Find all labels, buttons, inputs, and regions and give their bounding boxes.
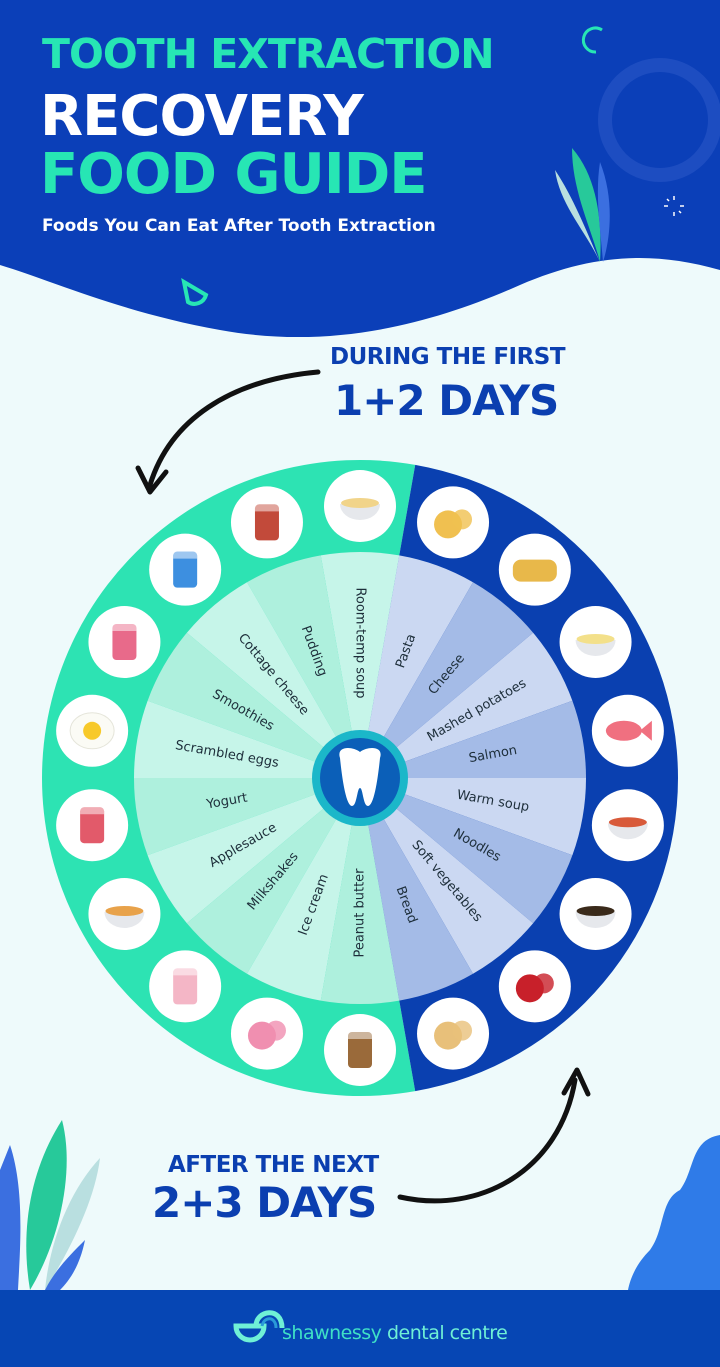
sector-shape	[247, 778, 360, 1001]
sector-shape	[360, 700, 586, 778]
food-label: Yogurt	[205, 790, 249, 812]
hot-soup-bowl-icon	[591, 789, 664, 862]
sector-shape	[134, 778, 360, 856]
sparkle-icon	[664, 196, 684, 216]
ice-cream-icon	[230, 997, 303, 1070]
mashed-potatoes-bowl-icon	[559, 606, 632, 678]
wheel-sector: Room-temp soup	[320, 552, 400, 778]
plant-leaves-bottom-left	[0, 1120, 100, 1290]
applesauce-bowl-icon	[88, 878, 161, 950]
cottage-cheese-tub-icon	[149, 533, 222, 606]
wheel-sector: Smoothies	[147, 632, 360, 778]
noodle-bowl-icon	[559, 878, 632, 950]
sector-shape	[186, 778, 360, 974]
sector-shape	[247, 555, 360, 778]
next-period-label: AFTER THE NEXT	[168, 1152, 379, 1178]
bush-bottom-right	[628, 1135, 720, 1290]
arrow-to-next	[397, 1077, 578, 1204]
title-line-3: FOOD GUIDE	[40, 142, 427, 207]
footer: shawnessy dental centre	[0, 1290, 720, 1367]
pasta-icon	[417, 486, 490, 559]
sector-shape	[360, 555, 473, 778]
peanut-butter-jar-icon	[324, 1014, 396, 1086]
plant-leaves-top	[555, 148, 610, 262]
wheel-sector: Cheese	[360, 582, 534, 778]
decor-arc-icon	[581, 26, 603, 54]
arrow-head-next	[561, 1067, 591, 1097]
brand-name-part1: shawnessy	[282, 1322, 382, 1344]
food-label: Peanut butter	[353, 868, 368, 958]
sector-shape	[147, 778, 360, 924]
decor-ring	[598, 58, 720, 182]
yogurt-pack-icon	[56, 789, 129, 862]
wheel-sector: Warm soup	[360, 778, 586, 856]
wheel-sector: Applesauce	[147, 778, 360, 924]
header-wave	[0, 0, 720, 338]
food-label: Room-temp soup	[353, 587, 368, 698]
first-period-days: 1+2 DAYS	[334, 376, 559, 425]
sector-shape	[360, 778, 473, 1001]
smoothie-cup-icon	[88, 606, 161, 678]
sector-shape	[186, 582, 360, 778]
brand-name: shawnessy dental centre	[282, 1322, 508, 1344]
wheel-sector: Pasta	[360, 555, 473, 778]
sector-shape	[320, 552, 400, 778]
wheel-sector: Peanut butter	[320, 778, 400, 1004]
sector-shape	[360, 632, 573, 778]
decor-drop-icon	[181, 277, 209, 306]
fish-icon	[591, 694, 664, 767]
tooth-icon	[312, 730, 408, 826]
wheel-sector: Ice cream	[247, 778, 360, 1001]
wheel-sector: Scrambled eggs	[134, 700, 360, 778]
milkshake-glass-icon	[149, 950, 222, 1023]
bread-icon	[417, 997, 490, 1070]
brand-name-part2: dental centre	[381, 1322, 508, 1344]
title-line-1: TOOTH EXTRACTION	[42, 30, 495, 78]
first-period-label: DURING THE FIRST	[330, 344, 566, 370]
next-period-days: 2+3 DAYS	[152, 1178, 377, 1227]
sector-shape	[360, 582, 534, 778]
subtitle: Foods You Can Eat After Tooth Extraction	[42, 216, 436, 236]
pudding-cup-icon	[230, 486, 303, 559]
sector-shape	[320, 778, 400, 1004]
cheese-wheel-icon	[498, 533, 571, 606]
egg-icon	[56, 694, 129, 767]
wheel-sector: Noodles	[360, 778, 573, 924]
soup-bowl-icon	[324, 470, 396, 542]
title-line-2: RECOVERY	[40, 84, 364, 149]
sector-shape	[147, 632, 360, 778]
wheel-sector: Salmon	[360, 700, 586, 778]
arrow-to-first	[147, 369, 321, 488]
wheel-sector: Pudding	[247, 555, 360, 778]
arrow-head-first	[135, 465, 169, 495]
wheel-sector: Bread	[360, 778, 473, 1001]
sector-shape	[360, 778, 534, 974]
vegetables-icon	[498, 950, 571, 1023]
sector-shape	[134, 700, 360, 778]
sector-shape	[360, 778, 573, 924]
sector-shape	[360, 778, 586, 856]
brand-logo-icon	[233, 1310, 285, 1343]
wheel-sector: Yogurt	[134, 778, 360, 856]
